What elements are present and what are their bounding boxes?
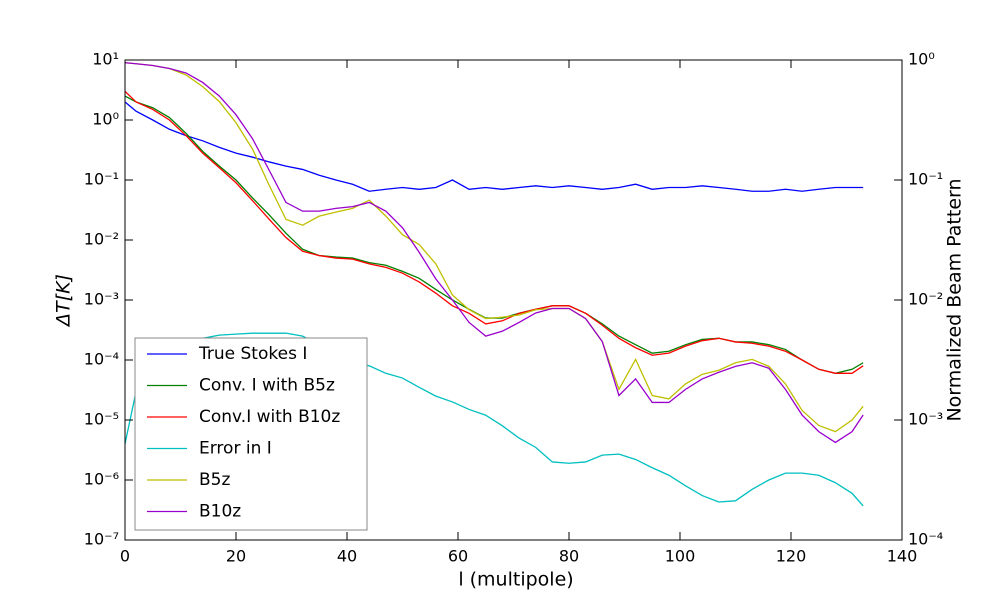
data-line [125,62,864,433]
y-tick-label: 10⁻¹ [84,170,119,189]
y2-tick-label: 10⁻² [908,290,943,309]
y2-tick-label: 10⁻³ [908,410,943,429]
data-line [125,332,864,507]
y2-tick-label: 10⁻⁴ [908,530,943,549]
x-tick-label: 0 [120,547,130,566]
plot-area [125,62,864,507]
y2-tick-label: 10⁻¹ [908,170,943,189]
legend-label: Error in I [199,439,272,459]
legend-label: Conv.I with B10z [199,407,340,427]
y-tick-label: 10⁻³ [84,290,119,309]
data-line [125,62,864,444]
x-axis-label: l (multipole) [458,569,573,591]
y-tick-label: 10¹ [92,50,119,69]
y-axis-label: ΔT[K] [53,274,75,328]
legend-label: B5z [199,470,230,490]
x-tick-label: 20 [226,547,246,566]
y2-tick-label: 10⁰ [908,50,935,69]
legend-label: B10z [199,502,241,522]
legend-label: Conv. I with B5z [199,376,335,396]
y-tick-label: 10⁻² [84,230,119,249]
x-tick-label: 120 [776,547,807,566]
x-tick-label: 40 [337,547,357,566]
y-tick-label: 10⁻⁴ [84,350,119,369]
data-line [125,90,864,374]
x-tick-label: 80 [559,547,579,566]
data-line [125,101,864,192]
x-tick-label: 140 [887,547,918,566]
legend-label: True Stokes I [198,344,307,364]
y-tick-label: 10⁻⁷ [84,530,119,549]
y-tick-label: 10⁻⁵ [84,410,119,429]
y-tick-label: 10⁻⁶ [84,470,119,489]
y-tick-label: 10⁰ [92,110,119,129]
x-tick-label: 60 [448,547,468,566]
y2-axis-label: Normalized Beam Pattern [944,178,966,421]
legend-box [134,337,368,531]
x-tick-label: 100 [665,547,696,566]
